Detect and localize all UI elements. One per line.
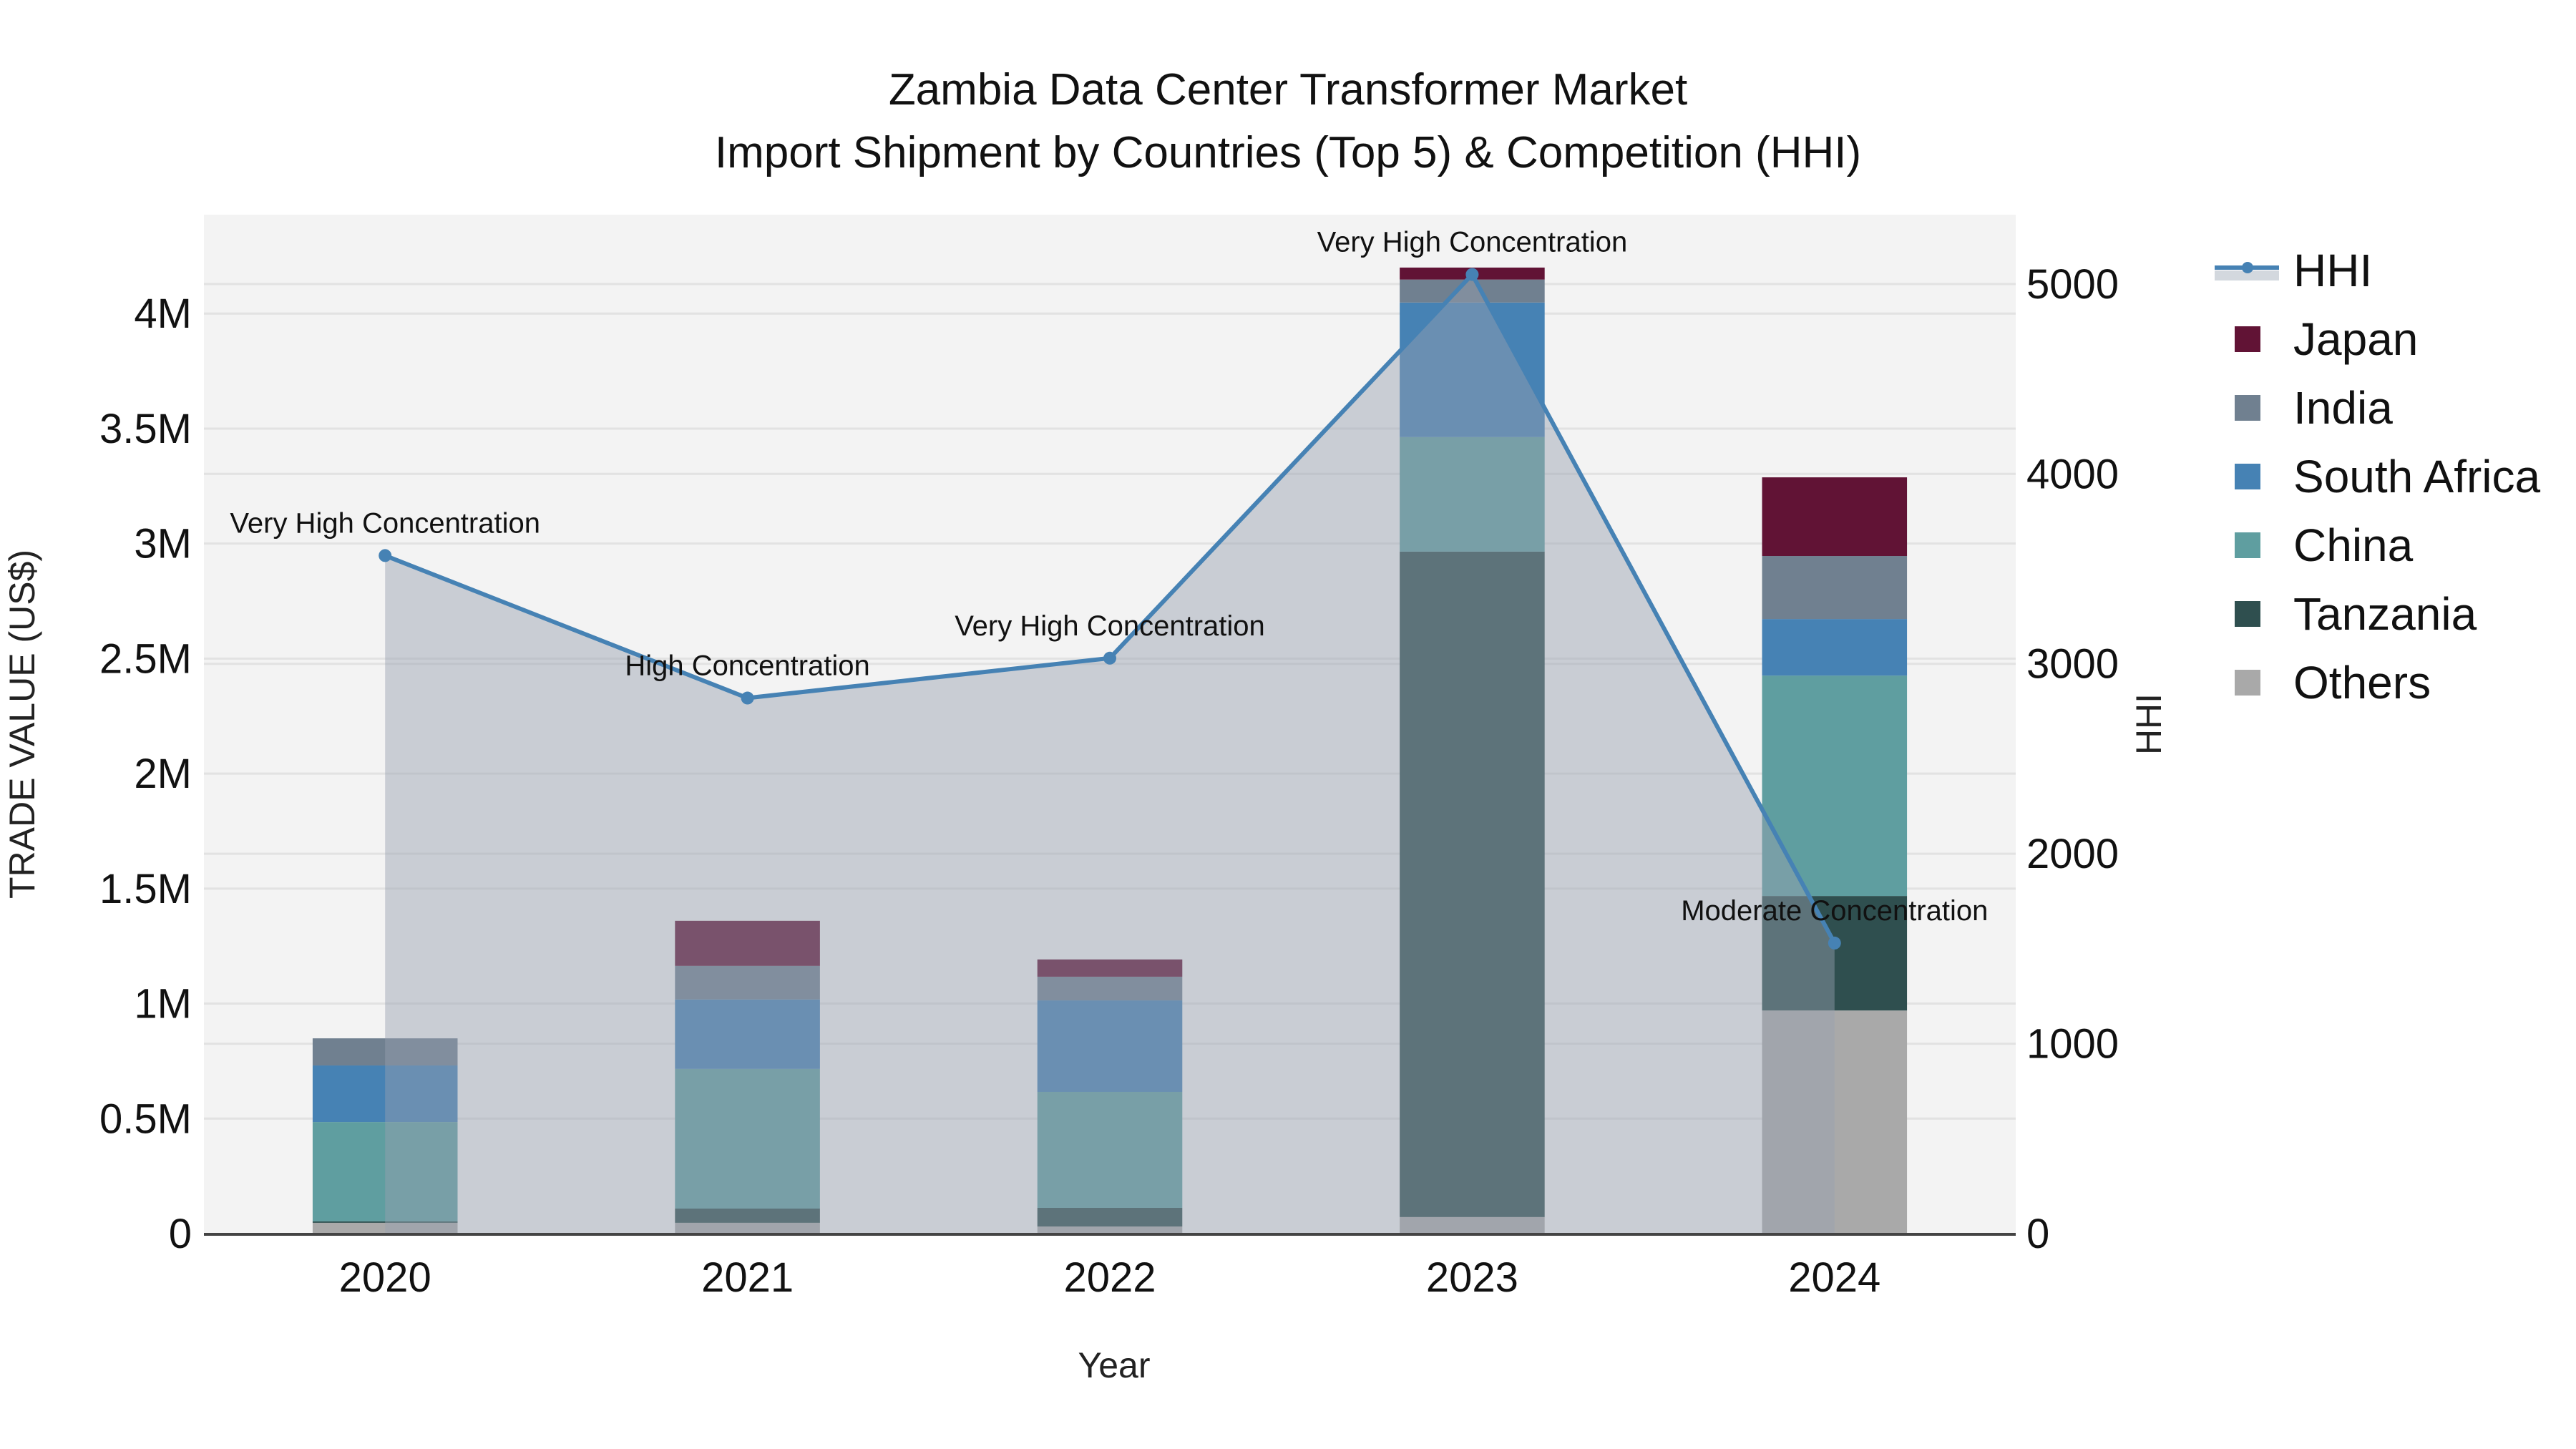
bar-segment-china bbox=[312, 1122, 458, 1221]
y2-tick-label: 2000 bbox=[2026, 831, 2119, 877]
south-africa-swatch-icon bbox=[2235, 464, 2260, 489]
hhi-line bbox=[379, 268, 1841, 1234]
legend-item-india[interactable]: India bbox=[2215, 374, 2540, 442]
japan-swatch-icon bbox=[2235, 326, 2260, 352]
legend-label: HHI bbox=[2293, 245, 2373, 296]
tanzania-swatch-icon bbox=[2235, 601, 2260, 627]
legend-label: Tanzania bbox=[2293, 588, 2477, 640]
y2-tick-label: 3000 bbox=[2026, 641, 2119, 688]
hhi-marker bbox=[379, 549, 392, 562]
bar-segment-others bbox=[675, 1222, 820, 1234]
bar-segment-tanzania bbox=[675, 1208, 820, 1223]
bar-segment-tanzania bbox=[312, 1221, 458, 1223]
y-axis-title: TRADE VALUE (US$) bbox=[2, 550, 42, 899]
legend-item-hhi[interactable]: HHI bbox=[2215, 236, 2540, 305]
y2-tick-label: 1000 bbox=[2026, 1021, 2119, 1068]
y-tick-label: 3.5M bbox=[99, 406, 192, 452]
legend-item-south-africa[interactable]: South Africa bbox=[2215, 442, 2540, 511]
y-axis-ticks: 0 0.5M 1M 1.5M 2M 2.5M 3M 3.5M 4M bbox=[99, 291, 192, 1257]
bar-segment-india bbox=[675, 965, 820, 1000]
legend-label: Others bbox=[2293, 657, 2431, 708]
china-swatch-icon bbox=[2235, 532, 2260, 558]
bar-segment-tanzania bbox=[1762, 896, 1908, 1011]
y-tick-label: 2.5M bbox=[99, 635, 192, 682]
bar-segment-china bbox=[675, 1068, 820, 1209]
stacked-bars bbox=[312, 267, 1908, 1234]
legend-label: Japan bbox=[2293, 313, 2419, 365]
x-tick-label: 2022 bbox=[1063, 1254, 1156, 1301]
x-tick-label: 2021 bbox=[701, 1254, 794, 1301]
bar-segment-others bbox=[1037, 1226, 1183, 1234]
y-tick-label: 1.5M bbox=[99, 866, 192, 912]
hhi-marker bbox=[741, 691, 754, 705]
chart-title: Zambia Data Center Transformer Market bbox=[888, 65, 1688, 114]
hhi-line-marker-icon bbox=[2215, 256, 2279, 285]
annotations: Very High Concentration High Concentratio… bbox=[230, 227, 1988, 927]
bar-segment-south-africa bbox=[675, 999, 820, 1069]
y-tick-label: 0.5M bbox=[99, 1096, 192, 1142]
bar-segment-india bbox=[1037, 976, 1183, 1001]
y2-axis-ticks: 0 1000 2000 3000 4000 5000 bbox=[2026, 261, 2119, 1257]
bar-segment-tanzania bbox=[1037, 1207, 1183, 1227]
bar-segment-south-africa bbox=[312, 1065, 458, 1123]
legend-label: China bbox=[2293, 519, 2414, 571]
hhi-annotation: Very High Concentration bbox=[230, 507, 540, 539]
legend-item-japan[interactable]: Japan bbox=[2215, 305, 2540, 374]
legend-item-china[interactable]: China bbox=[2215, 511, 2540, 580]
y2-axis-title: HHI bbox=[2129, 693, 2169, 755]
hhi-marker bbox=[1465, 268, 1479, 281]
y-tick-label: 3M bbox=[134, 521, 192, 567]
bar-segment-japan bbox=[675, 920, 820, 966]
hhi-area-fill bbox=[385, 274, 1835, 1234]
bar-segment-others bbox=[1762, 1010, 1908, 1234]
legend-label: South Africa bbox=[2293, 451, 2541, 502]
y-tick-label: 2M bbox=[134, 751, 192, 797]
hhi-annotation: Very High Concentration bbox=[955, 610, 1265, 642]
india-swatch-icon bbox=[2235, 395, 2260, 421]
x-axis-title: Year bbox=[1078, 1345, 1150, 1385]
bar-segment-south-africa bbox=[1037, 1000, 1183, 1092]
others-swatch-icon bbox=[2235, 670, 2260, 696]
bar-segment-south-africa bbox=[1762, 619, 1908, 676]
hhi-annotation: Moderate Concentration bbox=[1681, 895, 1988, 927]
legend-item-tanzania[interactable]: Tanzania bbox=[2215, 580, 2540, 648]
hhi-marker bbox=[1103, 651, 1116, 665]
hhi-gridlines bbox=[204, 283, 2016, 1045]
bar-segment-china bbox=[1762, 675, 1908, 897]
y2-tick-label: 4000 bbox=[2026, 451, 2119, 497]
hhi-annotation: Very High Concentration bbox=[1317, 227, 1628, 258]
x-tick-label: 2020 bbox=[339, 1254, 431, 1301]
y-tick-label: 0 bbox=[169, 1211, 192, 1257]
x-tick-label: 2023 bbox=[1426, 1254, 1518, 1301]
chart-subtitle: Import Shipment by Countries (Top 5) & C… bbox=[714, 128, 1862, 177]
legend: HHI Japan India South Africa China Tanza… bbox=[2215, 236, 2540, 717]
y-tick-label: 1M bbox=[134, 981, 192, 1028]
bar-segment-japan bbox=[1037, 959, 1183, 977]
y2-tick-label: 5000 bbox=[2026, 261, 2119, 308]
bar-segment-india bbox=[1762, 556, 1908, 620]
x-axis-ticks: 2020 2021 2022 2023 2024 bbox=[339, 1254, 1881, 1301]
hhi-marker bbox=[1828, 936, 1841, 950]
x-tick-label: 2024 bbox=[1788, 1254, 1880, 1301]
bar-segment-china bbox=[1400, 436, 1545, 552]
bar-segment-others bbox=[312, 1222, 458, 1234]
bar-segment-india bbox=[1400, 279, 1545, 303]
bar-segment-others bbox=[1400, 1216, 1545, 1234]
legend-item-others[interactable]: Others bbox=[2215, 648, 2540, 717]
bar-segment-tanzania bbox=[1400, 551, 1545, 1217]
bar-segment-japan bbox=[1762, 477, 1908, 557]
y2-tick-label: 0 bbox=[2026, 1211, 2049, 1257]
y-tick-label: 4M bbox=[134, 291, 192, 337]
legend-label: India bbox=[2293, 382, 2393, 434]
hhi-annotation: High Concentration bbox=[625, 650, 869, 682]
bar-segment-india bbox=[312, 1038, 458, 1066]
value-gridlines bbox=[204, 312, 2016, 1120]
bar-segment-china bbox=[1037, 1091, 1183, 1208]
